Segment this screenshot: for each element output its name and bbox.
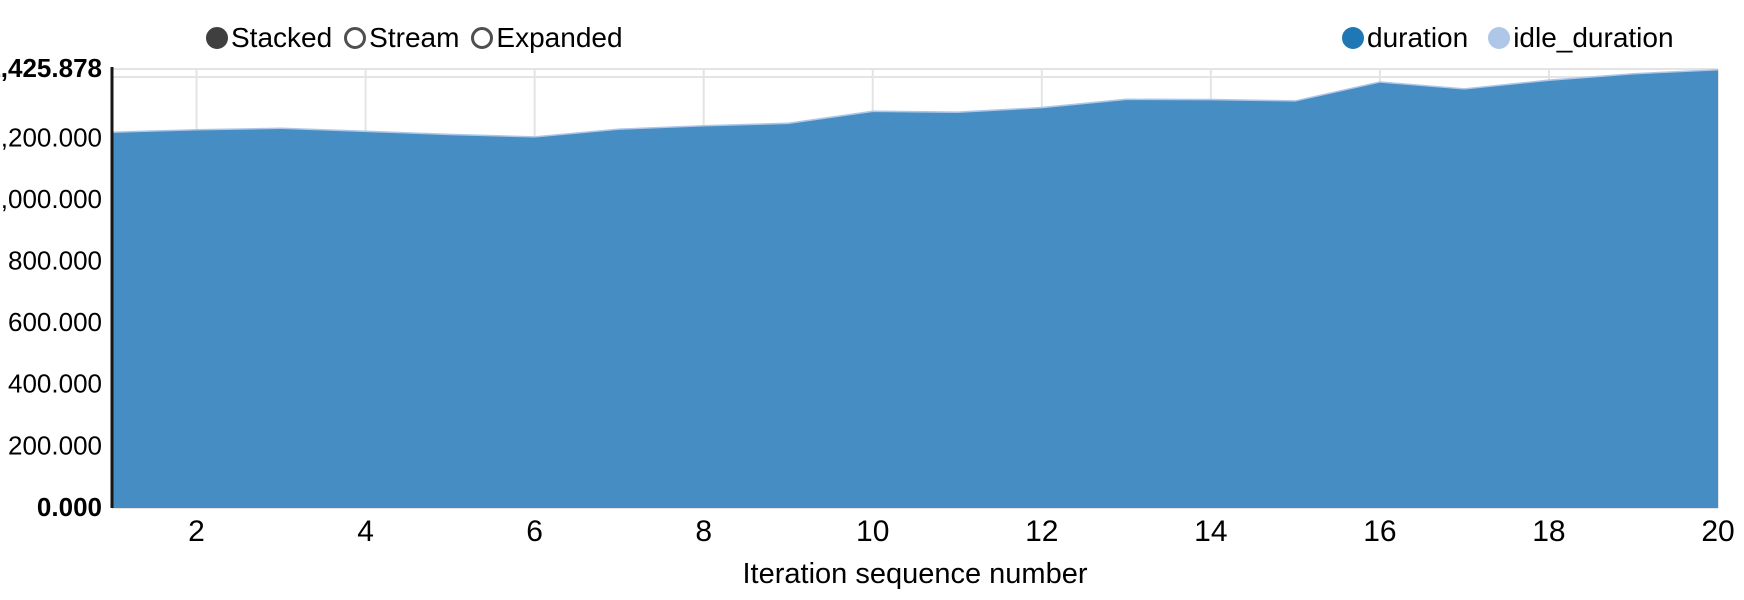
y-tick-label: 800.000 [8,246,102,276]
control-label: Expanded [496,22,623,53]
legend-label: idle_duration [1513,22,1674,53]
duration-area [112,70,1718,508]
y-tick-label: 200.000 [8,430,102,460]
legend-item-duration[interactable]: duration [1342,22,1468,54]
x-tick-label: 8 [695,515,712,548]
y-tick-label: 1,000.000 [0,184,102,214]
y-axis-labels: 0.000 200.000 400.000 600.000 800.000 1,000.0… [0,53,102,522]
y-tick-label: 1,200.000 [0,122,102,152]
radio-selected-icon [206,27,228,49]
radio-unselected-icon [344,27,367,49]
y-tick-label: 0.000 [37,492,102,522]
series-color-icon [1342,27,1364,49]
control-expanded[interactable]: Expanded [471,22,623,54]
x-tick-label: 16 [1363,515,1396,548]
x-axis-labels: 2 4 6 8 10 12 14 16 18 20 [188,515,1735,548]
chart-style-controls: Stacked Stream Expanded [206,22,623,54]
x-tick-label: 12 [1025,515,1058,548]
control-label: Stream [369,22,460,53]
radio-unselected-icon [471,27,494,49]
x-tick-label: 4 [357,515,374,548]
x-axis-title: Iteration sequence number [742,558,1088,590]
x-tick-label: 2 [188,515,205,548]
control-stacked[interactable]: Stacked [206,22,332,54]
y-tick-label: 1,425.878 [0,53,102,83]
x-tick-label: 6 [526,515,543,548]
y-tick-label: 400.000 [8,369,102,399]
control-label: Stacked [231,22,333,53]
legend-label: duration [1367,22,1469,53]
y-tick-label: 600.000 [8,307,102,337]
control-stream[interactable]: Stream [344,22,459,54]
series-legend: duration idle_duration [1342,22,1674,54]
x-tick-label: 10 [856,515,889,548]
legend-item-idle_duration[interactable]: idle_duration [1488,22,1674,54]
x-tick-label: 20 [1701,515,1734,548]
x-tick-label: 14 [1194,515,1227,548]
x-tick-label: 18 [1532,515,1565,548]
series-color-icon [1488,27,1511,49]
